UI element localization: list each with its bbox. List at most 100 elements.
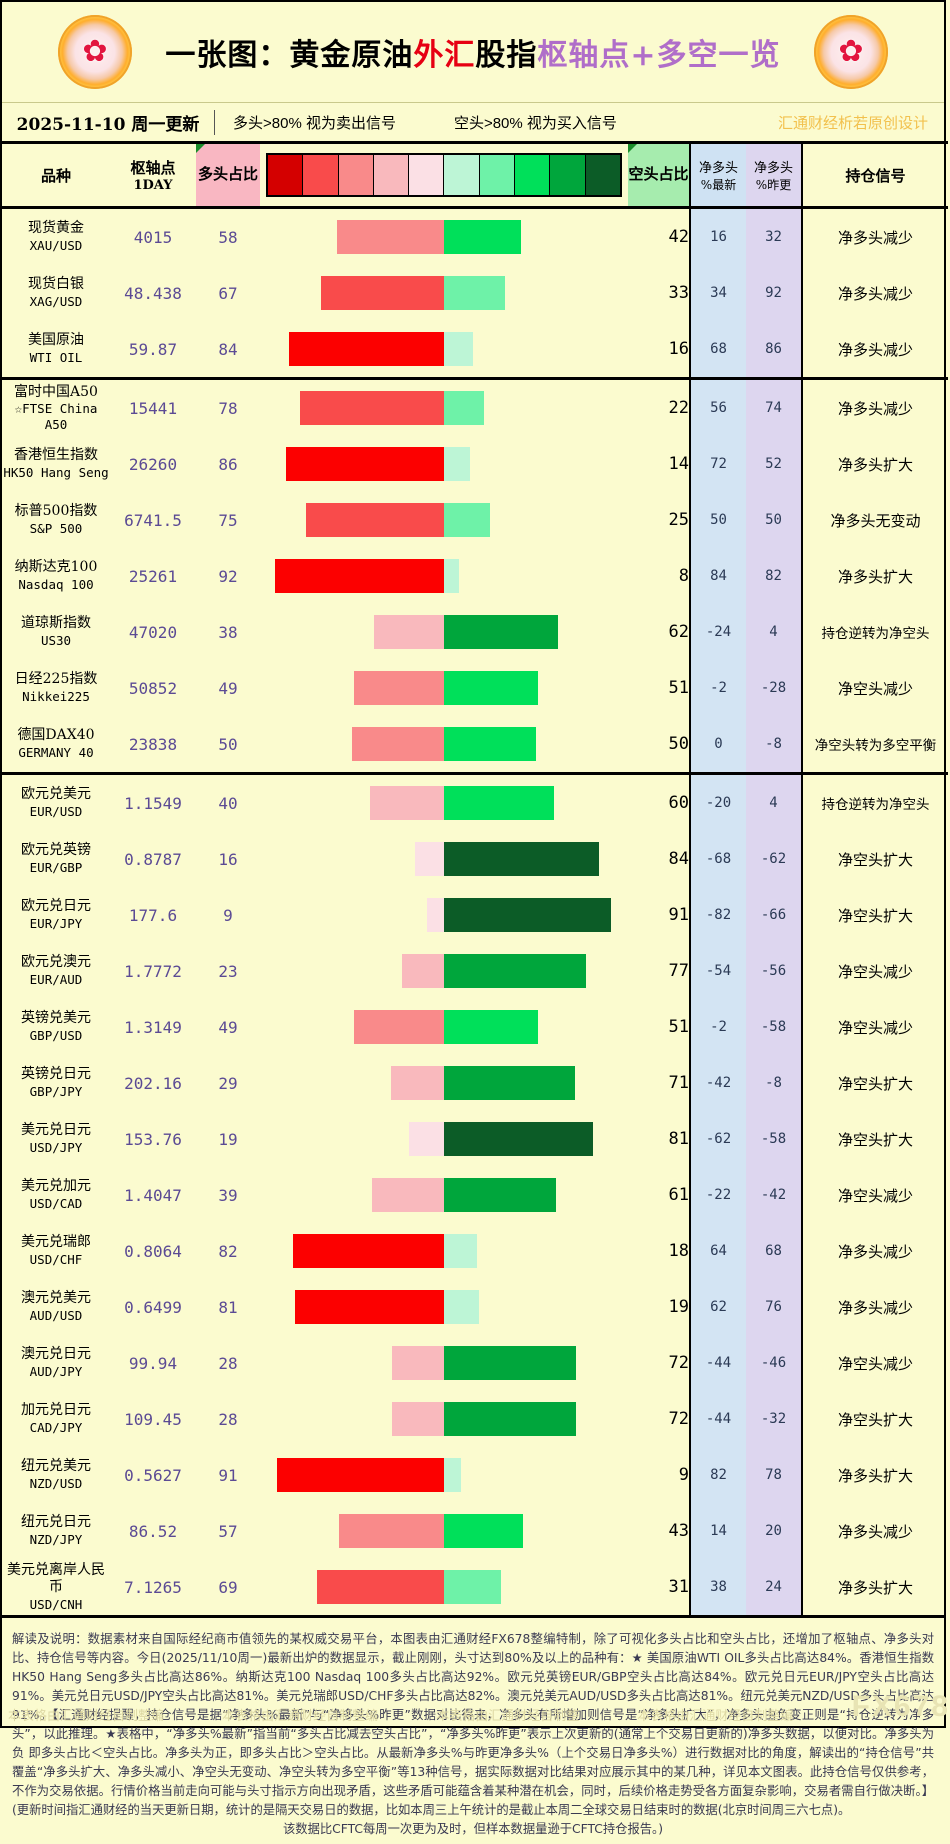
- short-bar: [444, 1010, 538, 1044]
- instrument-name: 美元兑离岸人民币 USD/CNH: [7, 1561, 105, 1612]
- net-prev-value: 74: [746, 377, 803, 436]
- net-prev-value: -56: [746, 943, 803, 999]
- long-ratio-value: 38: [218, 622, 238, 642]
- instrument-name: 纽元兑美元 NZD/USD: [21, 1458, 91, 1491]
- short-bar: [444, 1514, 524, 1548]
- signal-notes: 多头>80% 视为卖出信号 空头>80% 视为买入信号: [215, 112, 778, 133]
- long-bar: [401, 954, 444, 988]
- pivot-value: 177.6: [128, 905, 178, 925]
- ratio-bar-cell: [260, 1167, 628, 1223]
- diverging-bar: [260, 332, 628, 366]
- header-net-latest-sub: %最新: [700, 178, 737, 192]
- long-bar: [353, 1010, 444, 1044]
- net-prev-value: 4: [746, 604, 803, 660]
- legend-swatch-1: [302, 155, 338, 195]
- net-prev-value: 52: [746, 436, 803, 492]
- table-row: 道琼斯指数 US30 47020 38 62 -24 4 持仓逆转为净空头: [2, 604, 948, 660]
- net-latest-value: 82: [689, 1447, 746, 1503]
- table-body: 现货黄金 XAU/USD 4015 58 42 16 32 净多头减少 现货白银 XAG/USD 4…: [2, 207, 948, 1615]
- pivot-value: 59.87: [128, 339, 178, 359]
- instrument-name: 欧元兑日元 EUR/JPY: [21, 898, 91, 931]
- short-ratio-value: 72: [668, 1353, 689, 1373]
- net-prev-value: 92: [746, 265, 803, 321]
- pivot-value: 1.4047: [124, 1185, 182, 1205]
- diverging-bar: [260, 447, 628, 481]
- net-prev-value: 20: [746, 1503, 803, 1559]
- position-signal: 净空头扩大: [837, 850, 913, 869]
- short-ratio-value: 71: [668, 1073, 689, 1093]
- position-signal: 净空头减少: [837, 679, 913, 698]
- long-bar: [392, 1402, 444, 1436]
- diverging-bar: [260, 1514, 628, 1548]
- short-bar: [444, 1570, 502, 1604]
- legend-swatch-8: [549, 155, 585, 195]
- short-bar: [444, 447, 470, 481]
- net-latest-value: 72: [689, 436, 746, 492]
- net-prev-value: 32: [746, 207, 803, 265]
- short-ratio-value: 51: [668, 1017, 689, 1037]
- instrument-name: 美元兑加元 USD/CAD: [21, 1178, 91, 1211]
- net-latest-value: 14: [689, 1503, 746, 1559]
- net-latest-value: -20: [689, 772, 746, 831]
- instrument-name: 美元兑日元 USD/JPY: [21, 1122, 91, 1155]
- instrument-name: 澳元兑日元 AUD/JPY: [21, 1346, 91, 1379]
- legend-swatch-5: [443, 155, 479, 195]
- long-ratio-value: 49: [218, 678, 238, 698]
- position-signal: 净空头扩大: [837, 1130, 913, 1149]
- long-bar: [285, 447, 444, 481]
- long-bar: [390, 1066, 444, 1100]
- table-row: 德国DAX40 GERMANY 40 23838 50 50 0 -8 净空头转为多空平衡: [2, 716, 948, 774]
- net-prev-value: -28: [746, 660, 803, 716]
- net-prev-value: -62: [746, 831, 803, 887]
- legend-swatch-4: [408, 155, 444, 195]
- long-ratio-value: 9: [223, 905, 233, 925]
- table-row: 美元兑日元 USD/JPY 153.76 19 81 -62 -58 净空头扩大: [2, 1111, 948, 1167]
- long-ratio-value: 39: [218, 1185, 238, 1205]
- long-ratio-value: 23: [218, 961, 238, 981]
- short-ratio-value: 91: [668, 905, 689, 925]
- ratio-bar-cell: [260, 321, 628, 379]
- table-row: 纽元兑日元 NZD/JPY 86.52 57 43 14 20 净多头减少: [2, 1503, 948, 1559]
- pivot-value: 48.438: [124, 283, 182, 303]
- ratio-bar-cell: [260, 660, 628, 716]
- long-bar: [306, 503, 444, 537]
- seal-logo-left-icon: ✿: [58, 15, 132, 89]
- long-ratio-value: 29: [218, 1073, 238, 1093]
- table-row: 现货白银 XAG/USD 48.438 67 33 34 92 净多头减少: [2, 265, 948, 321]
- pivot-value: 0.6499: [124, 1297, 182, 1317]
- table-row: 澳元兑美元 AUD/USD 0.6499 81 19 62 76 净多头减少: [2, 1279, 948, 1335]
- ratio-bar-cell: [260, 1335, 628, 1391]
- long-ratio-value: 57: [218, 1521, 238, 1541]
- short-ratio-value: 18: [668, 1241, 689, 1261]
- long-bar: [353, 671, 444, 705]
- bottom-watermark-bar: 本表格由汇通财经自制整编 本表格由汇通财经自制整编 本表格由汇通财经自制整 本表…: [2, 1690, 950, 1724]
- long-bar: [414, 842, 444, 876]
- footnote: 解读及说明：数据素材来自国际经纪商市值领先的某权威交易平台，本图表由汇通财经FX…: [2, 1615, 944, 1844]
- diverging-bar: [260, 1570, 628, 1604]
- diverging-bar: [260, 559, 628, 593]
- diverging-bar: [260, 1066, 628, 1100]
- short-bar: [444, 954, 586, 988]
- ratio-bar-cell: [260, 1111, 628, 1167]
- diverging-bar: [260, 671, 628, 705]
- ratio-bar-cell: [260, 1503, 628, 1559]
- pivot-value: 15441: [110, 377, 196, 436]
- corner-marker-icon: [196, 144, 205, 153]
- header-short-label: 空头占比: [628, 165, 689, 184]
- pivot-value: 99.94: [128, 1353, 178, 1373]
- short-ratio-value: 62: [668, 622, 689, 642]
- ratio-bar-cell: [260, 716, 628, 774]
- ratio-bar-cell: [260, 1447, 628, 1503]
- instrument-name: 纳斯达克100 Nasdaq 100: [14, 559, 98, 592]
- long-bar: [293, 1234, 444, 1268]
- position-signal: 净多头扩大: [837, 1466, 913, 1485]
- short-bar: [444, 220, 522, 254]
- net-prev-value: 82: [746, 548, 803, 604]
- instrument-name: 美元兑瑞郎 USD/CHF: [21, 1234, 91, 1267]
- long-bar: [337, 220, 444, 254]
- short-ratio-value: 16: [668, 339, 689, 359]
- long-bar: [274, 559, 444, 593]
- short-ratio-value: 22: [628, 377, 690, 436]
- pivot-value: 109.45: [124, 1409, 182, 1429]
- position-signal: 净多头减少: [802, 377, 948, 436]
